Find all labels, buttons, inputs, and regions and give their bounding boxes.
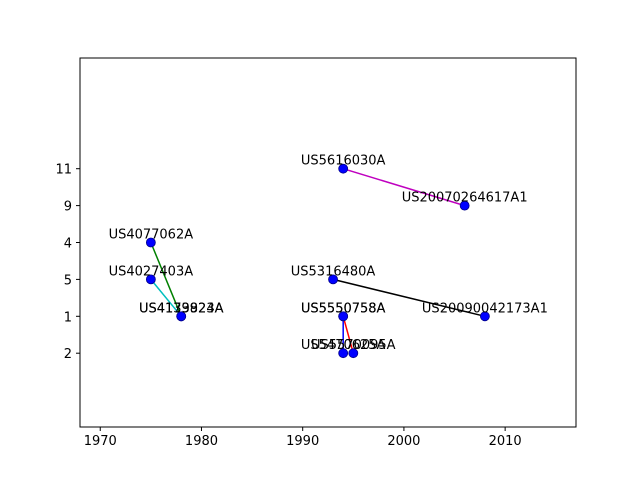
data-point-12 [348,348,359,359]
data-point-4 [176,311,187,322]
link-line-2 [150,278,182,317]
data-point-10 [338,311,349,322]
x-tick-label-1: 1970 [84,434,117,449]
data-point-7 [328,274,338,285]
point-label-9: US5550758A [301,301,386,316]
point-label-8: US20090042173A1 [422,301,548,316]
point-label-5: US5616030A [301,154,386,169]
point-label-6: US20070264617A1 [402,191,528,206]
y-tick-label-5: 9 [64,200,72,215]
y-tick-label-6: 11 [55,163,72,178]
link-line-4 [332,278,486,318]
x-tick-label-2: 1980 [185,434,218,449]
point-label-11: US5470625A [301,338,386,353]
point-label-10: US5550758A [301,301,386,316]
data-point-8 [479,311,490,322]
x-tick-label-4: 2000 [387,434,420,449]
y-tick-label-4: 4 [64,237,72,252]
data-point-5 [338,163,349,174]
y-tick-label-2: 1 [64,310,72,325]
point-label-2: US4027403A [109,264,194,279]
data-point-11 [338,348,349,359]
point-label-12: US5570095A [311,338,396,353]
x-tick-label-5: 2010 [489,434,522,449]
x-tick-label-3: 1990 [286,434,319,449]
data-point-2 [145,274,156,285]
data-point-1 [145,237,156,248]
data-points [145,163,490,359]
point-labels: US4077062A US4027403A US4179824AUS4133923A… [109,154,548,354]
y-tick-label-1: 2 [64,347,72,362]
link-lines [150,167,486,354]
data-point-6 [459,200,470,211]
link-line-3 [342,167,465,207]
link-line-1 [150,242,182,317]
point-label-1: US4077062A [109,228,194,243]
axes: 1970 1980 1990 2000 2010 2 1 5 4 9 11 [55,57,577,449]
link-line-6 [342,316,355,354]
y-tick-label-3: 5 [64,273,72,288]
point-label-3: US4179824A [139,301,224,316]
point-label-7: US5316480A [291,264,376,279]
point-label-4: US4133923A [139,301,224,316]
